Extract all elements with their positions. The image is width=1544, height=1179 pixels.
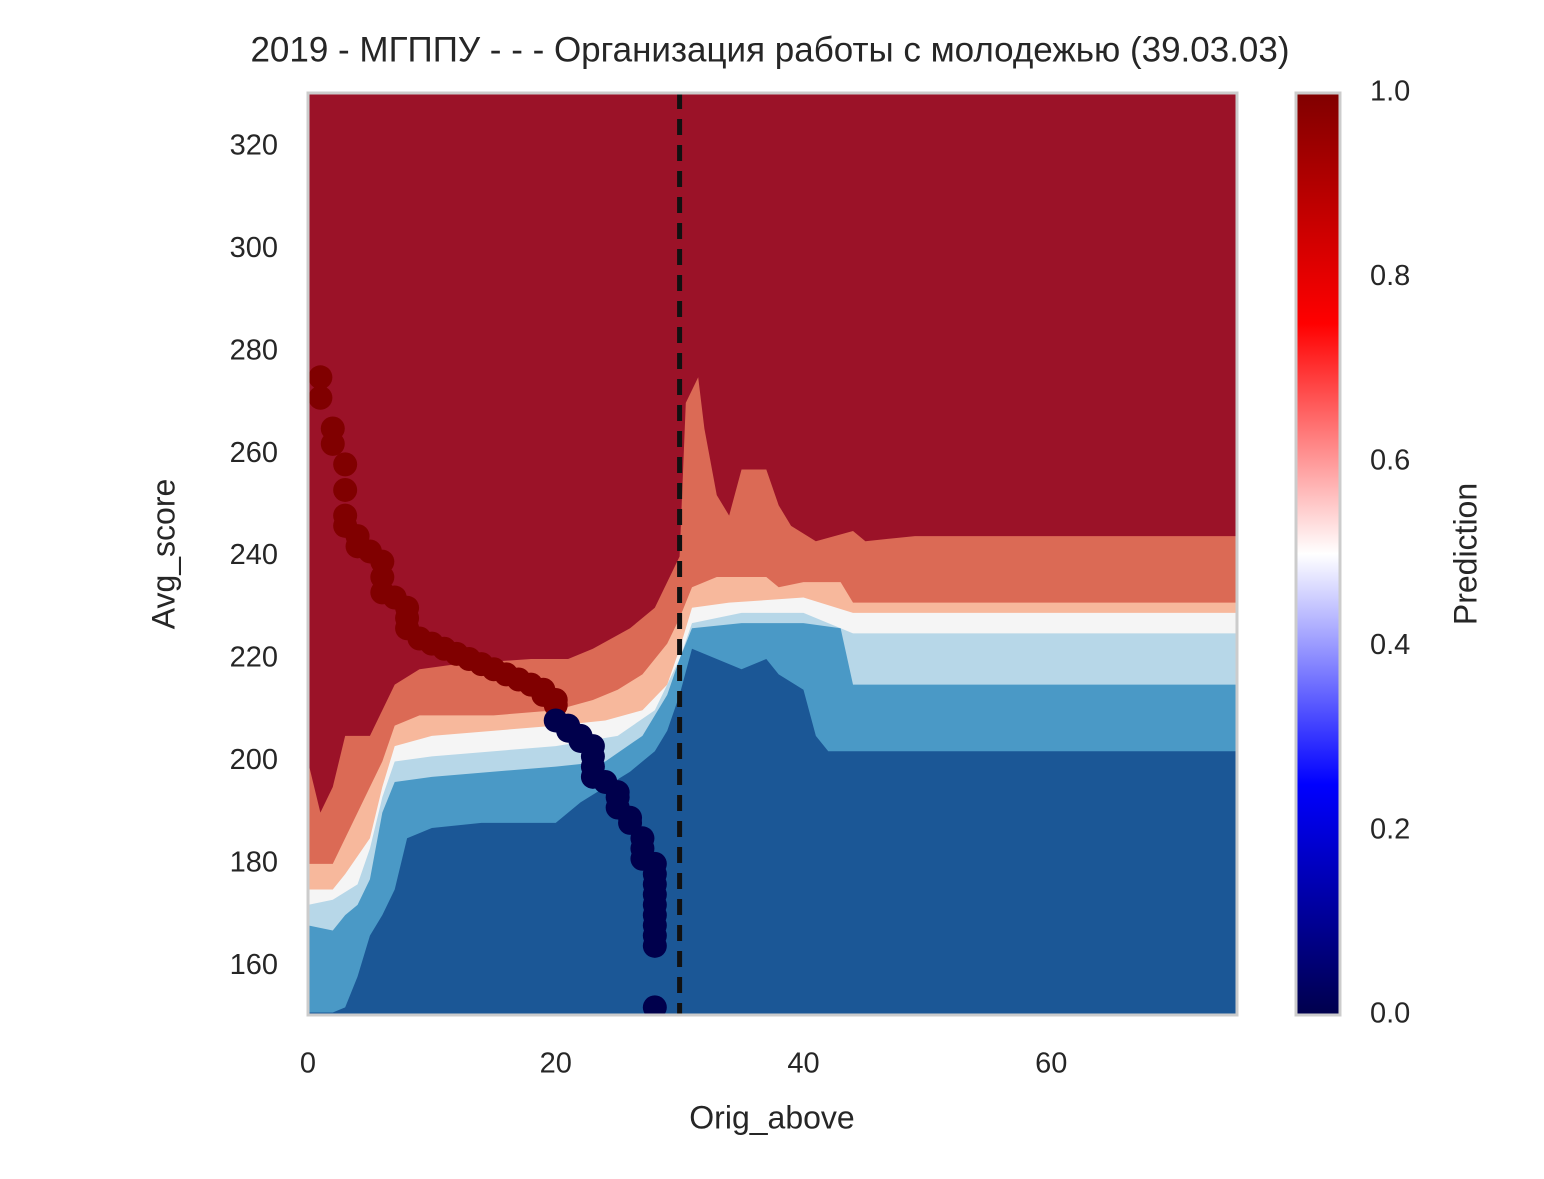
- colorbar-tick-label: 0.2: [1370, 813, 1410, 845]
- y-tick-label: 280: [230, 334, 278, 366]
- y-tick-label: 180: [230, 847, 278, 879]
- colorbar: [1294, 91, 1342, 1017]
- plot-area: [308, 93, 1237, 1015]
- y-tick-label: 300: [230, 232, 278, 264]
- contour-region: [308, 648, 1237, 1015]
- scatter-point: [320, 431, 345, 456]
- scatter-point: [642, 933, 667, 958]
- colorbar-label: Prediction: [1447, 483, 1483, 625]
- y-tick-label: 260: [230, 437, 278, 469]
- colorbar-tick-label: 0.0: [1370, 998, 1410, 1030]
- y-tick-label: 160: [230, 949, 278, 981]
- scatter-point: [308, 365, 333, 390]
- y-tick-label: 320: [230, 129, 278, 161]
- colorbar-tick-label: 0.8: [1370, 260, 1410, 292]
- y-axis-label: Avg_score: [145, 479, 181, 630]
- x-tick-label: 40: [787, 1048, 819, 1080]
- x-tick-label: 0: [300, 1048, 316, 1080]
- scatter-point: [333, 452, 358, 477]
- colorbar-tick-label: 0.6: [1370, 444, 1410, 476]
- plot-frame: [306, 91, 1239, 1017]
- x-axis-label: Orig_above: [689, 1099, 854, 1135]
- scatter-point: [308, 385, 333, 410]
- colorbar-tick-label: 1.0: [1370, 76, 1410, 108]
- scatter-point: [642, 995, 667, 1015]
- scatter-point: [333, 477, 358, 502]
- y-tick-label: 220: [230, 642, 278, 674]
- colorbar-tick-label: 0.4: [1370, 629, 1410, 661]
- x-tick-label: 60: [1035, 1048, 1067, 1080]
- chart-title: 2019 - МГППУ - - - Организация работы с …: [250, 30, 1289, 69]
- y-tick-label: 240: [230, 539, 278, 571]
- y-tick-label: 200: [230, 744, 278, 776]
- x-tick-label: 20: [540, 1048, 572, 1080]
